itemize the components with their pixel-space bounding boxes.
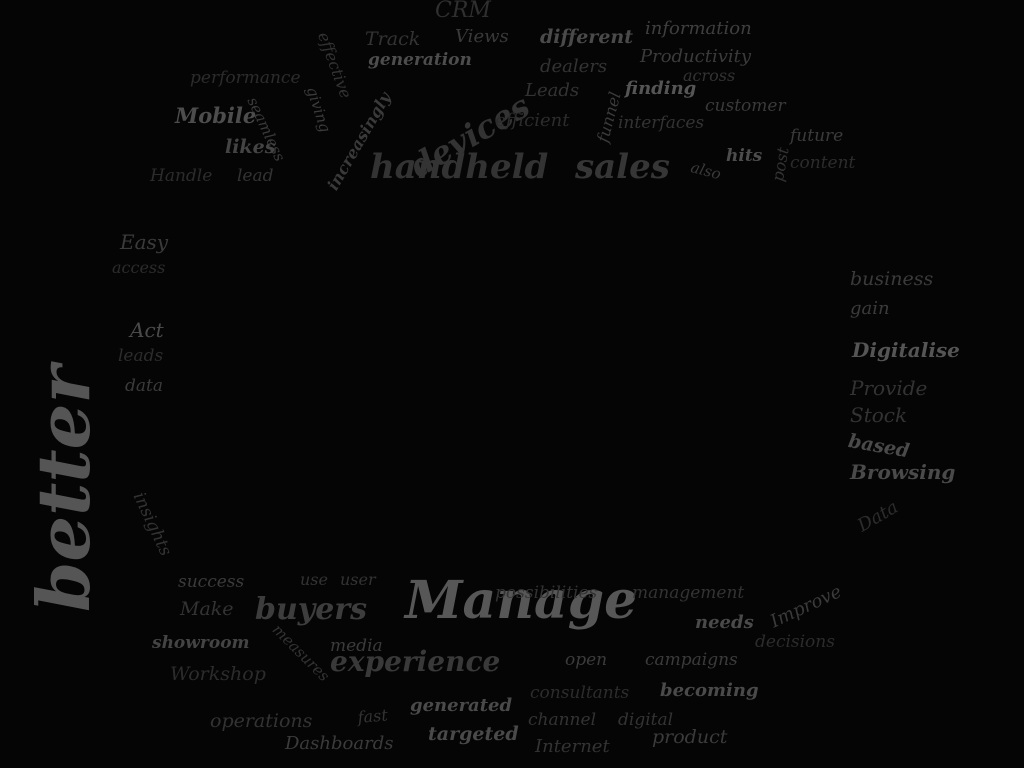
word-handheld: handheld — [370, 147, 549, 187]
word-operations: operations — [210, 710, 313, 732]
word-success: success — [178, 572, 245, 592]
word-mobile: Mobile — [175, 103, 257, 128]
word-access: access — [112, 258, 166, 277]
word-manage: Manage — [405, 570, 638, 631]
word-experience: experience — [330, 645, 501, 678]
word-improve: Improve — [767, 581, 845, 633]
word-based: based — [846, 430, 912, 463]
word-showroom: showroom — [152, 633, 250, 653]
word-needs: needs — [695, 612, 754, 633]
word-user: user — [340, 570, 376, 589]
word-hits: hits — [726, 146, 763, 166]
word-measures: measures — [268, 620, 334, 686]
word-lead: lead — [237, 166, 274, 186]
word-channel: channel — [528, 710, 596, 730]
word-gain: gain — [850, 298, 890, 319]
word-across: across — [683, 66, 736, 85]
word-open: open — [565, 650, 608, 670]
word-handle: Handle — [150, 166, 213, 186]
word-insights: insights — [128, 489, 176, 560]
word-buyers: buyers — [255, 592, 368, 627]
word-sales: sales — [575, 147, 670, 187]
word-crm: CRM — [435, 0, 491, 23]
word-productivity: Productivity — [640, 46, 752, 67]
word-internet: Internet — [535, 736, 610, 757]
word-better: better — [21, 365, 106, 612]
word-data: Data — [854, 496, 902, 537]
word-future: future — [790, 126, 844, 146]
word-digital: digital — [618, 710, 674, 730]
word-possibilities: possibilities — [495, 583, 598, 603]
word-dashboards: Dashboards — [285, 733, 394, 754]
word-data: data — [125, 376, 163, 396]
word-likes: likes — [225, 136, 276, 158]
word-decisions: decisions — [755, 632, 835, 652]
word-performance: performance — [190, 68, 301, 88]
word-management: management — [632, 583, 745, 603]
word-make: Make — [180, 598, 234, 620]
word-leads: leads — [118, 346, 164, 366]
word-generated: generated — [410, 695, 513, 716]
word-digitalise: Digitalise — [852, 338, 960, 362]
word-targeted: targeted — [428, 723, 519, 745]
word-views: Views — [455, 26, 509, 47]
word-use: use — [300, 570, 328, 589]
word-product: product — [652, 726, 728, 748]
word-dealers: dealers — [540, 56, 608, 77]
word-giving: giving — [302, 84, 335, 135]
word-track: Track — [365, 28, 421, 50]
word-customer: customer — [705, 96, 786, 116]
word-fast: fast — [356, 705, 389, 727]
word-consultants: consultants — [530, 683, 630, 703]
word-post: post — [768, 145, 793, 183]
word-business: business — [850, 268, 934, 290]
word-provide: Provide — [850, 376, 928, 400]
word-efficient: efficient — [495, 110, 570, 131]
word-content: content — [790, 153, 856, 173]
word-information: information — [645, 18, 752, 39]
word-also: also — [688, 158, 723, 184]
word-becoming: becoming — [660, 680, 759, 701]
word-leads: Leads — [525, 80, 580, 101]
word-stock: Stock — [850, 403, 908, 427]
word-browsing: Browsing — [850, 460, 956, 484]
word-media: media — [330, 636, 383, 656]
word-different: different — [540, 26, 633, 48]
word-act: Act — [130, 318, 164, 342]
word-interfaces: interfaces — [618, 113, 705, 133]
word-generation: generation — [368, 50, 472, 70]
word-finding: finding — [625, 78, 697, 99]
word-campaigns: campaigns — [645, 650, 738, 670]
word-workshop: Workshop — [170, 663, 266, 685]
word-easy: Easy — [120, 230, 169, 254]
